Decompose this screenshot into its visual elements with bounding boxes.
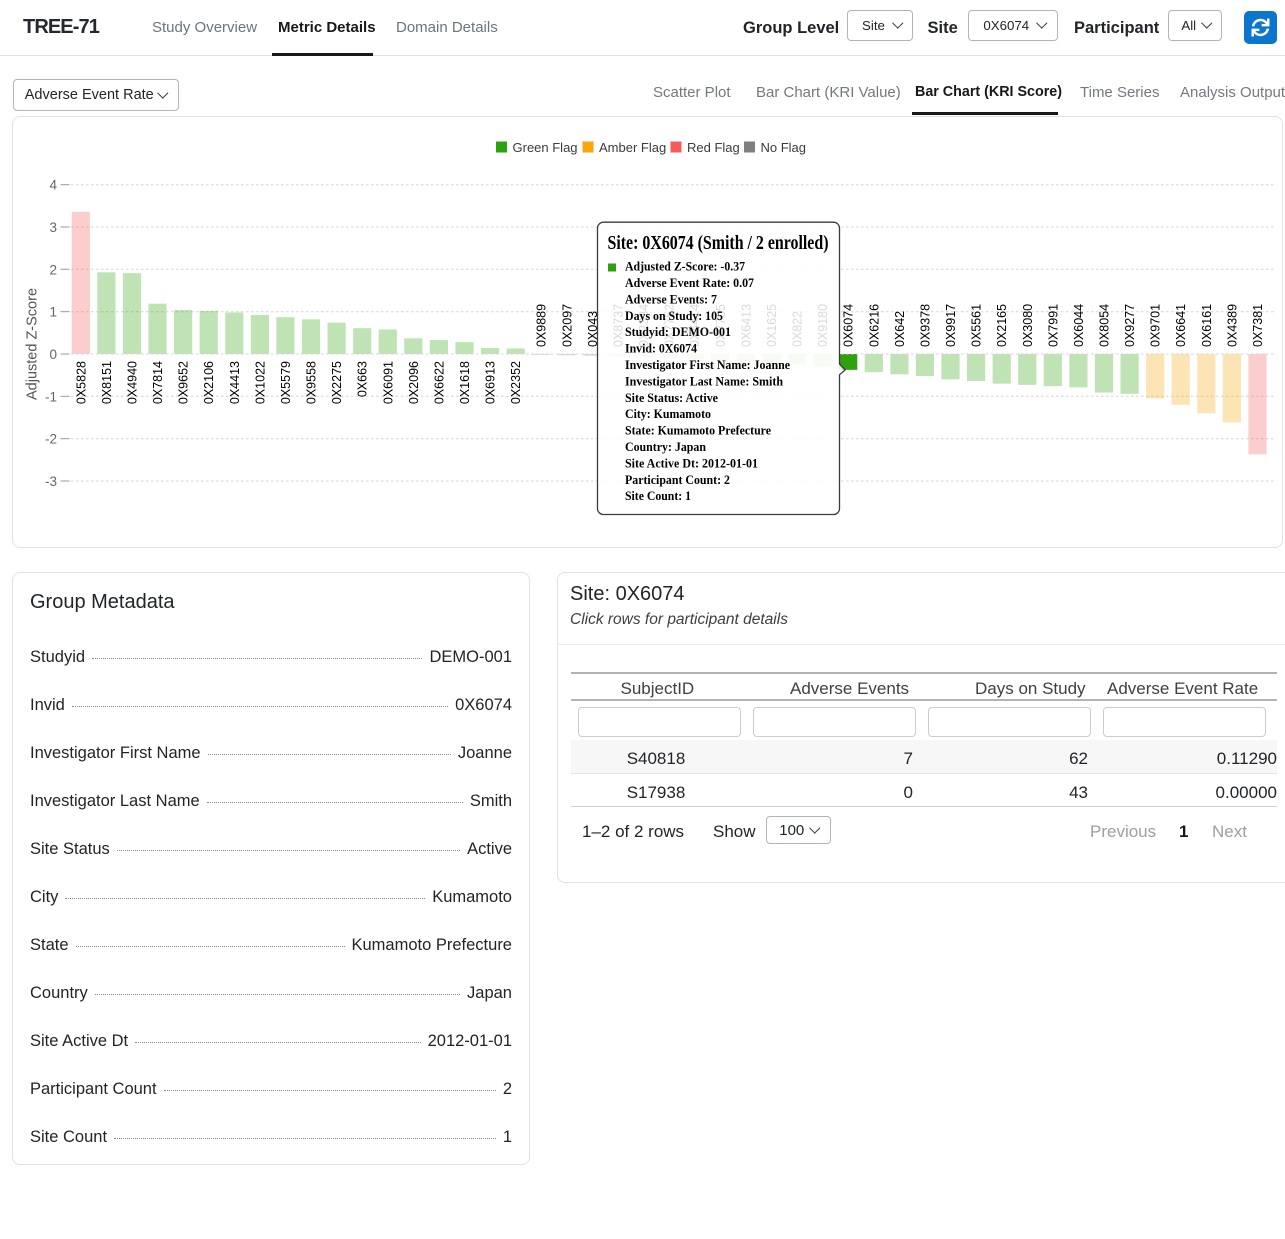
svg-text:Site: 0X6074 (Smith / 2 enroll: Site: 0X6074 (Smith / 2 enrolled) bbox=[608, 233, 829, 254]
svg-text:0X4389: 0X4389 bbox=[1225, 304, 1239, 347]
svg-text:City: Kumamoto: City: Kumamoto bbox=[625, 406, 711, 421]
svg-text:0X7991: 0X7991 bbox=[1046, 304, 1060, 347]
svg-text:0X2275: 0X2275 bbox=[330, 361, 344, 404]
svg-text:-2: -2 bbox=[45, 432, 57, 447]
svg-text:Country: Japan: Country: Japan bbox=[625, 439, 707, 454]
svg-text:0X6091: 0X6091 bbox=[381, 361, 395, 404]
svg-text:0X7814: 0X7814 bbox=[151, 361, 165, 404]
svg-text:0X4413: 0X4413 bbox=[228, 361, 242, 404]
svg-text:Participant Count: 2: Participant Count: 2 bbox=[625, 472, 730, 487]
svg-text:0: 0 bbox=[49, 347, 57, 362]
svg-text:0X6044: 0X6044 bbox=[1072, 304, 1086, 347]
svg-text:Site Status: Active: Site Status: Active bbox=[625, 390, 718, 405]
svg-text:Investigator Last Name: Smith: Investigator Last Name: Smith bbox=[625, 373, 784, 388]
svg-text:State: Kumamoto Prefecture: State: Kumamoto Prefecture bbox=[625, 423, 771, 438]
svg-text:0X663: 0X663 bbox=[356, 361, 370, 397]
svg-text:0X6074: 0X6074 bbox=[842, 304, 856, 347]
svg-text:Days on Study: 105: Days on Study: 105 bbox=[625, 308, 723, 323]
svg-text:0X2165: 0X2165 bbox=[995, 304, 1009, 347]
svg-text:2: 2 bbox=[49, 262, 57, 277]
svg-text:0X5828: 0X5828 bbox=[74, 361, 88, 404]
svg-text:0X9277: 0X9277 bbox=[1123, 304, 1137, 347]
svg-text:Invid: 0X6074: Invid: 0X6074 bbox=[625, 341, 697, 356]
svg-text:3: 3 bbox=[49, 220, 57, 235]
svg-text:Adjusted Z-Score: -0.37: Adjusted Z-Score: -0.37 bbox=[625, 259, 745, 274]
svg-text:0X5579: 0X5579 bbox=[279, 361, 293, 404]
svg-text:Adverse Event Rate: 0.07: Adverse Event Rate: 0.07 bbox=[625, 275, 754, 290]
svg-text:0X3080: 0X3080 bbox=[1021, 304, 1035, 347]
svg-text:Amber Flag: Amber Flag bbox=[599, 140, 666, 155]
svg-text:Adverse Events: 7: Adverse Events: 7 bbox=[625, 291, 717, 306]
svg-text:0X6641: 0X6641 bbox=[1174, 304, 1188, 347]
svg-text:-1: -1 bbox=[45, 389, 57, 404]
svg-text:0X7381: 0X7381 bbox=[1251, 304, 1265, 347]
svg-text:4: 4 bbox=[49, 178, 57, 193]
svg-text:0X642: 0X642 bbox=[893, 311, 907, 347]
svg-text:0X2106: 0X2106 bbox=[202, 361, 216, 404]
svg-text:0X9701: 0X9701 bbox=[1149, 304, 1163, 347]
svg-text:0X6622: 0X6622 bbox=[432, 361, 446, 404]
svg-text:Studyid: DEMO-001: Studyid: DEMO-001 bbox=[625, 324, 731, 339]
svg-text:No Flag: No Flag bbox=[761, 140, 807, 155]
svg-text:0X9378: 0X9378 bbox=[918, 304, 932, 347]
svg-text:0X2097: 0X2097 bbox=[560, 304, 574, 347]
svg-text:0X8151: 0X8151 bbox=[100, 361, 114, 404]
svg-text:0X1022: 0X1022 bbox=[253, 361, 267, 404]
svg-text:0X9889: 0X9889 bbox=[535, 304, 549, 347]
svg-text:0X2352: 0X2352 bbox=[509, 361, 523, 404]
svg-text:0X4940: 0X4940 bbox=[126, 361, 140, 404]
svg-text:1: 1 bbox=[49, 305, 57, 320]
svg-text:Site Active Dt: 2012-01-01: Site Active Dt: 2012-01-01 bbox=[625, 455, 758, 470]
svg-text:0X9652: 0X9652 bbox=[177, 361, 191, 404]
svg-text:Green Flag: Green Flag bbox=[513, 140, 578, 155]
svg-text:-3: -3 bbox=[45, 474, 57, 489]
svg-text:0X8054: 0X8054 bbox=[1098, 304, 1112, 347]
svg-text:0X9558: 0X9558 bbox=[305, 361, 319, 404]
svg-text:0X6216: 0X6216 bbox=[867, 304, 881, 347]
svg-text:0X043: 0X043 bbox=[586, 311, 600, 347]
svg-text:Investigator First Name: Joann: Investigator First Name: Joanne bbox=[625, 357, 790, 372]
svg-text:0X6913: 0X6913 bbox=[484, 361, 498, 404]
svg-text:Red Flag: Red Flag bbox=[687, 140, 740, 155]
svg-text:Site Count: 1: Site Count: 1 bbox=[625, 488, 691, 503]
svg-text:0X2096: 0X2096 bbox=[407, 361, 421, 404]
svg-text:0X1618: 0X1618 bbox=[458, 361, 472, 404]
svg-text:0X6161: 0X6161 bbox=[1200, 304, 1214, 347]
svg-text:0X5561: 0X5561 bbox=[970, 304, 984, 347]
svg-text:Adjusted Z-Score: Adjusted Z-Score bbox=[25, 288, 41, 400]
svg-text:0X9917: 0X9917 bbox=[944, 304, 958, 347]
